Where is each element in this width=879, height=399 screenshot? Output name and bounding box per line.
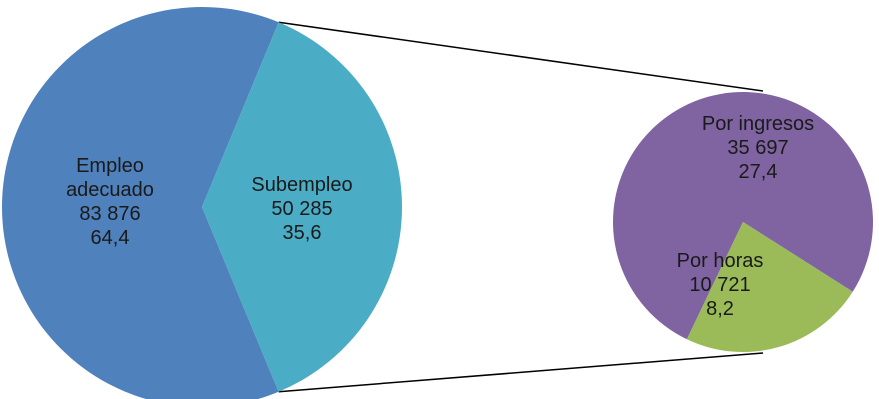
- breakdown-pie: [613, 91, 874, 352]
- slice-por-horas: [686, 222, 853, 352]
- data-label-por-ingresos: Por ingresos 35 697 27,4: [702, 113, 814, 183]
- slice-por-ingresos: [613, 91, 874, 340]
- connector-line-bottom: [278, 352, 764, 393]
- data-label-subempleo: Subempleo 50 285 35,6: [251, 174, 352, 244]
- connector-line-top: [278, 21, 764, 92]
- data-label-por-horas: Por horas 10 721 8,2: [677, 250, 764, 320]
- data-labels: Empleo adecuado 83 876 64,4 Subempleo 50 285 3…: [66, 113, 814, 320]
- connector-lines: [278, 21, 764, 393]
- slice-empleo-adecuado: [2, 7, 279, 399]
- data-label-empleo-adecuado: Empleo adecuado 83 876 64,4: [66, 155, 154, 249]
- slice-subempleo: [202, 22, 403, 392]
- main-pie: [2, 7, 403, 399]
